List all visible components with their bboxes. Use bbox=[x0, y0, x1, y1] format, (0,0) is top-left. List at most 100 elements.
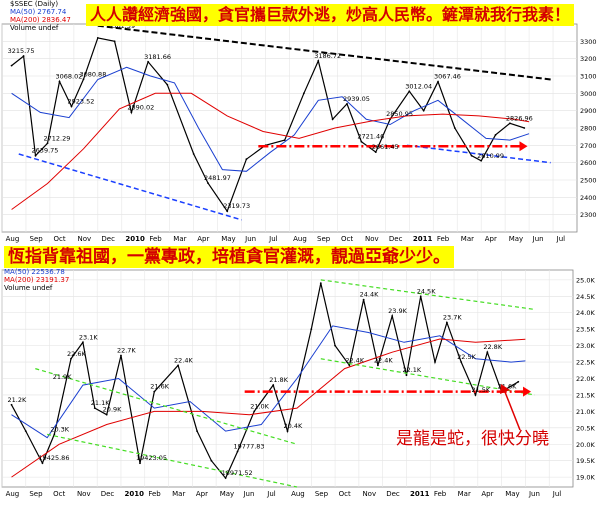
bottom-xtick-label: Feb bbox=[434, 490, 447, 498]
bottom-ytick-label: 25.0K bbox=[576, 276, 595, 284]
top-data-label: 3068.02 bbox=[56, 73, 83, 81]
bottom-price-point bbox=[334, 344, 336, 347]
top-ytick-label: 3300 bbox=[580, 38, 597, 46]
bottom-xtick-label: Jul bbox=[552, 490, 562, 498]
bottom-legend: MA(50) 22536.78 MA(200) 23191.37 Volume … bbox=[4, 268, 69, 292]
top-trendline-support bbox=[406, 144, 551, 164]
bottom-ytick-label: 19.5K bbox=[576, 457, 595, 465]
bottom-ytick-label: 24.0K bbox=[576, 309, 595, 317]
bottom-data-label: 21.6K bbox=[150, 383, 169, 391]
bottom-trendline-arrow bbox=[523, 386, 532, 397]
top-price-point bbox=[166, 83, 169, 86]
top-xtick-label: Nov bbox=[77, 235, 91, 243]
bottom-data-label: 19425.86 bbox=[38, 454, 69, 462]
annotation-pointer-head bbox=[500, 384, 510, 394]
bottom-price-point bbox=[120, 354, 122, 357]
bottom-price-point bbox=[210, 459, 213, 462]
bottom-price-point bbox=[105, 413, 108, 416]
top-data-label: 2661.45 bbox=[372, 143, 399, 151]
bottom-price-point bbox=[474, 394, 477, 396]
top-xtick-label: Aug bbox=[293, 235, 307, 243]
bottom-xtick-label: Apr bbox=[196, 490, 208, 498]
top-banner: 人人讚經濟強國，貪官攜巨款外逃，炒高人民幣。鏟潭就我行我素！ bbox=[86, 4, 575, 26]
bottom-price-point bbox=[310, 328, 313, 331]
top-xtick-label: Apr bbox=[197, 235, 209, 243]
bottom-xtick-label: Jun bbox=[528, 490, 540, 498]
top-price-point bbox=[470, 154, 473, 157]
bottom-trendline-channel bbox=[320, 279, 536, 311]
top-price-point bbox=[192, 153, 195, 155]
bottom-price-point bbox=[224, 477, 227, 479]
bottom-series-ma50 bbox=[11, 325, 526, 439]
bottom-data-label: 20.9K bbox=[103, 406, 122, 414]
top-price-point bbox=[283, 139, 286, 142]
bottom-xtick-label: 2011 bbox=[410, 490, 430, 498]
top-ytick-label: 2900 bbox=[580, 107, 597, 115]
bottom-xtick-label: Oct bbox=[339, 490, 351, 498]
bottom-price-point bbox=[177, 364, 179, 367]
top-price-point bbox=[245, 158, 248, 161]
bottom-xtick-label: Aug bbox=[6, 490, 20, 498]
bottom-xtick-label: Sep bbox=[29, 490, 43, 498]
bottom-xtick-label: Apr bbox=[481, 490, 493, 498]
annotation-pointer bbox=[504, 391, 521, 431]
bottom-ytick-label: 19.0K bbox=[576, 474, 595, 482]
bottom-xtick-label: Mar bbox=[172, 490, 185, 498]
top-xtick-label: Jun bbox=[532, 235, 544, 243]
bottom-legend-volume: Volume undef bbox=[4, 284, 53, 292]
top-price-point bbox=[408, 90, 411, 93]
top-series-ma50 bbox=[11, 66, 530, 172]
bottom-xtick-label: Jul bbox=[266, 490, 276, 498]
top-price-point bbox=[46, 142, 49, 145]
bottom-data-label: 22.6K bbox=[67, 350, 86, 358]
top-ytick-label: 3100 bbox=[580, 73, 597, 81]
bottom-price-point bbox=[319, 282, 322, 285]
top-data-label: 2890.02 bbox=[127, 103, 154, 111]
bottom-price-point bbox=[70, 357, 72, 360]
bottom-xtick-label: May bbox=[505, 490, 519, 498]
bottom-price-point bbox=[286, 430, 289, 433]
bottom-legend-ma50: MA(50) 22536.78 bbox=[4, 268, 65, 276]
top-price-point bbox=[523, 127, 526, 129]
bottom-price-point bbox=[434, 361, 436, 363]
top-price-point bbox=[34, 154, 37, 157]
bottom-price-point bbox=[236, 450, 239, 453]
bottom-xtick-label: May bbox=[220, 490, 234, 498]
bottom-ytick-label: 21.5K bbox=[576, 391, 595, 399]
bottom-price-point bbox=[272, 384, 275, 386]
top-trendline-resistance bbox=[97, 24, 551, 81]
top-xtick-label: Dec bbox=[389, 235, 403, 243]
bottom-data-label: 23.9K bbox=[388, 307, 407, 315]
top-xtick-label: Nov bbox=[365, 235, 379, 243]
bottom-price-point bbox=[486, 351, 489, 354]
top-data-label: 2610.99 bbox=[477, 152, 504, 160]
bottom-data-label: 22.4K bbox=[174, 356, 193, 364]
top-price-point bbox=[317, 60, 320, 62]
bottom-data-label: 24.4K bbox=[360, 291, 379, 299]
bottom-xtick-label: Oct bbox=[53, 490, 65, 498]
bottom-data-label: 21.0K bbox=[250, 402, 269, 410]
top-price-point bbox=[58, 80, 61, 83]
bottom-price-point bbox=[153, 390, 156, 393]
top-xtick-label: Feb bbox=[149, 235, 162, 243]
top-data-label: 2319.73 bbox=[223, 202, 250, 210]
top-xtick-label: Apr bbox=[485, 235, 497, 243]
top-data-label: 2481.97 bbox=[204, 174, 231, 182]
top-xtick-label: Oct bbox=[341, 235, 353, 243]
bottom-price-point bbox=[377, 364, 379, 367]
bottom-ytick-label: 20.5K bbox=[576, 424, 595, 432]
bottom-xtick-label: Mar bbox=[458, 490, 471, 498]
bottom-xtick-label: Feb bbox=[148, 490, 161, 498]
top-xtick-label: Sep bbox=[317, 235, 331, 243]
bottom-price-point bbox=[391, 315, 394, 317]
bottom-annotation: 是龍是蛇，很快分曉 bbox=[396, 429, 549, 449]
top-xtick-label: Feb bbox=[437, 235, 450, 243]
bottom-xtick-label: Jun bbox=[242, 490, 254, 498]
top-xtick-label: Mar bbox=[173, 235, 186, 243]
top-legend-title: $SSEC (Daily) bbox=[10, 0, 59, 8]
bottom-series-ma200 bbox=[11, 338, 526, 478]
top-xtick-label: Dec bbox=[101, 235, 115, 243]
top-ytick-label: 3200 bbox=[580, 55, 597, 63]
top-xtick-label: Aug bbox=[6, 235, 20, 243]
